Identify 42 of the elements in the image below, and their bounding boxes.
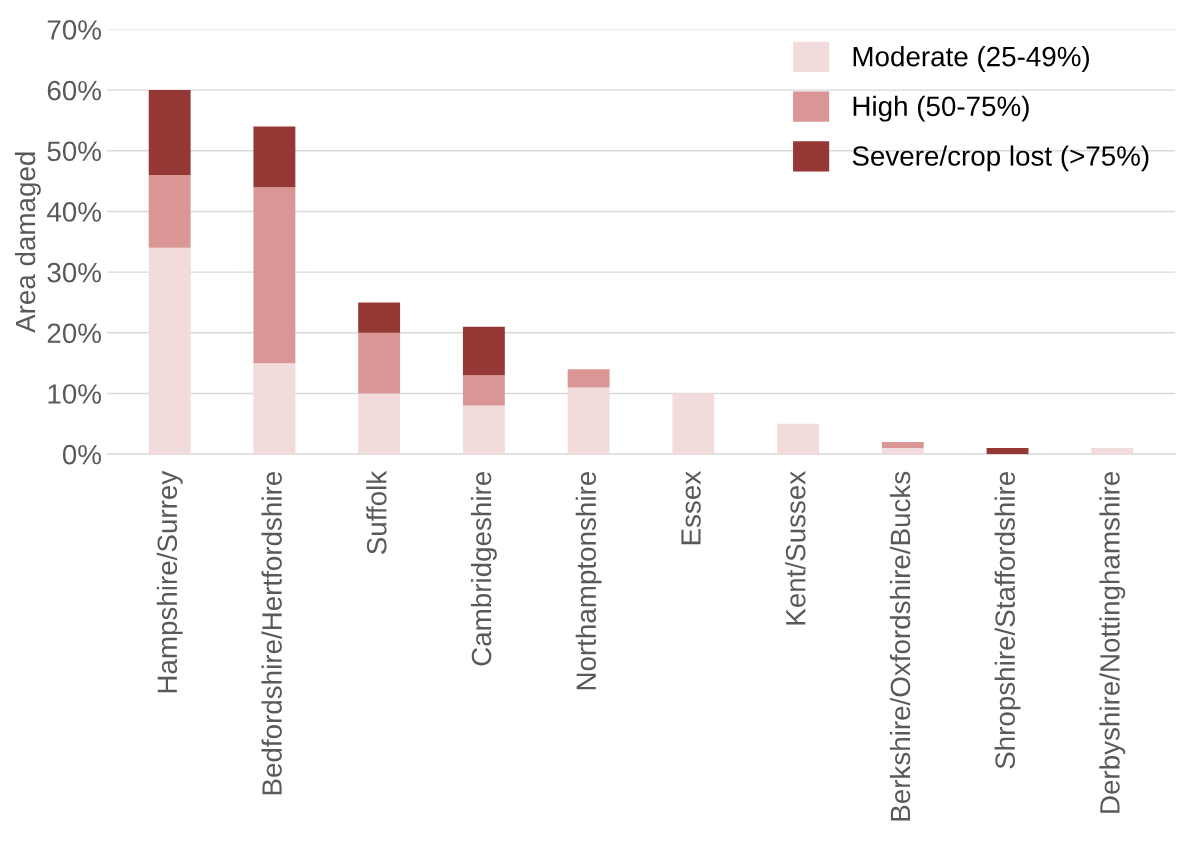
y-tick-label: 70% xyxy=(47,20,101,40)
bar xyxy=(253,126,296,188)
x-tick-label: Derbyshire/Nottinghamshire xyxy=(1099,472,1126,813)
bar xyxy=(881,448,924,455)
y-tick-label: 30% xyxy=(47,262,101,283)
bar xyxy=(986,448,1029,455)
y-tick-label: 50% xyxy=(47,141,101,162)
bar xyxy=(358,332,401,394)
bar xyxy=(567,369,610,388)
bar xyxy=(253,187,296,364)
bar xyxy=(358,393,401,455)
x-tick-label: Hampshire/Surrey xyxy=(156,470,183,693)
y-tick-label: 20% xyxy=(47,323,101,344)
bar xyxy=(462,375,505,406)
bar xyxy=(148,247,191,455)
bar xyxy=(567,387,610,455)
bar xyxy=(462,326,505,376)
legend-label: Moderate (25-49%) xyxy=(853,46,1089,72)
bar xyxy=(358,302,401,333)
x-tick-label: Kent/Sussex xyxy=(785,471,806,625)
bar xyxy=(462,405,505,455)
y-tick-label: 10% xyxy=(48,384,101,404)
bar xyxy=(253,363,296,455)
y-tick-label: 0% xyxy=(62,444,101,465)
legend-label: High (50-75%) xyxy=(853,95,1029,122)
bar xyxy=(881,442,924,449)
x-tick-label: Shropshire/Staffordshire xyxy=(994,472,1021,769)
y-axis-title: Area damaged xyxy=(14,152,41,333)
y-tick-label: 60% xyxy=(47,80,101,101)
bar xyxy=(148,175,191,248)
x-tick-label: Suffolk xyxy=(366,470,387,554)
legend-label: Severe/crop lost (>75%) xyxy=(852,145,1149,172)
bar xyxy=(148,90,191,176)
bar xyxy=(1091,448,1134,455)
x-tick-label: Essex xyxy=(681,471,701,545)
x-tick-label: Bedfordshire/Hertfordshire xyxy=(261,472,282,795)
x-tick-label: Cambridgeshire xyxy=(470,472,497,666)
bar xyxy=(672,393,715,455)
bar xyxy=(777,423,820,455)
x-tick-label: Northamptonshire xyxy=(575,472,602,690)
y-tick-label: 40% xyxy=(47,202,101,222)
x-tick-label: Berkshire/Oxfordshire/Bucks xyxy=(889,471,911,821)
